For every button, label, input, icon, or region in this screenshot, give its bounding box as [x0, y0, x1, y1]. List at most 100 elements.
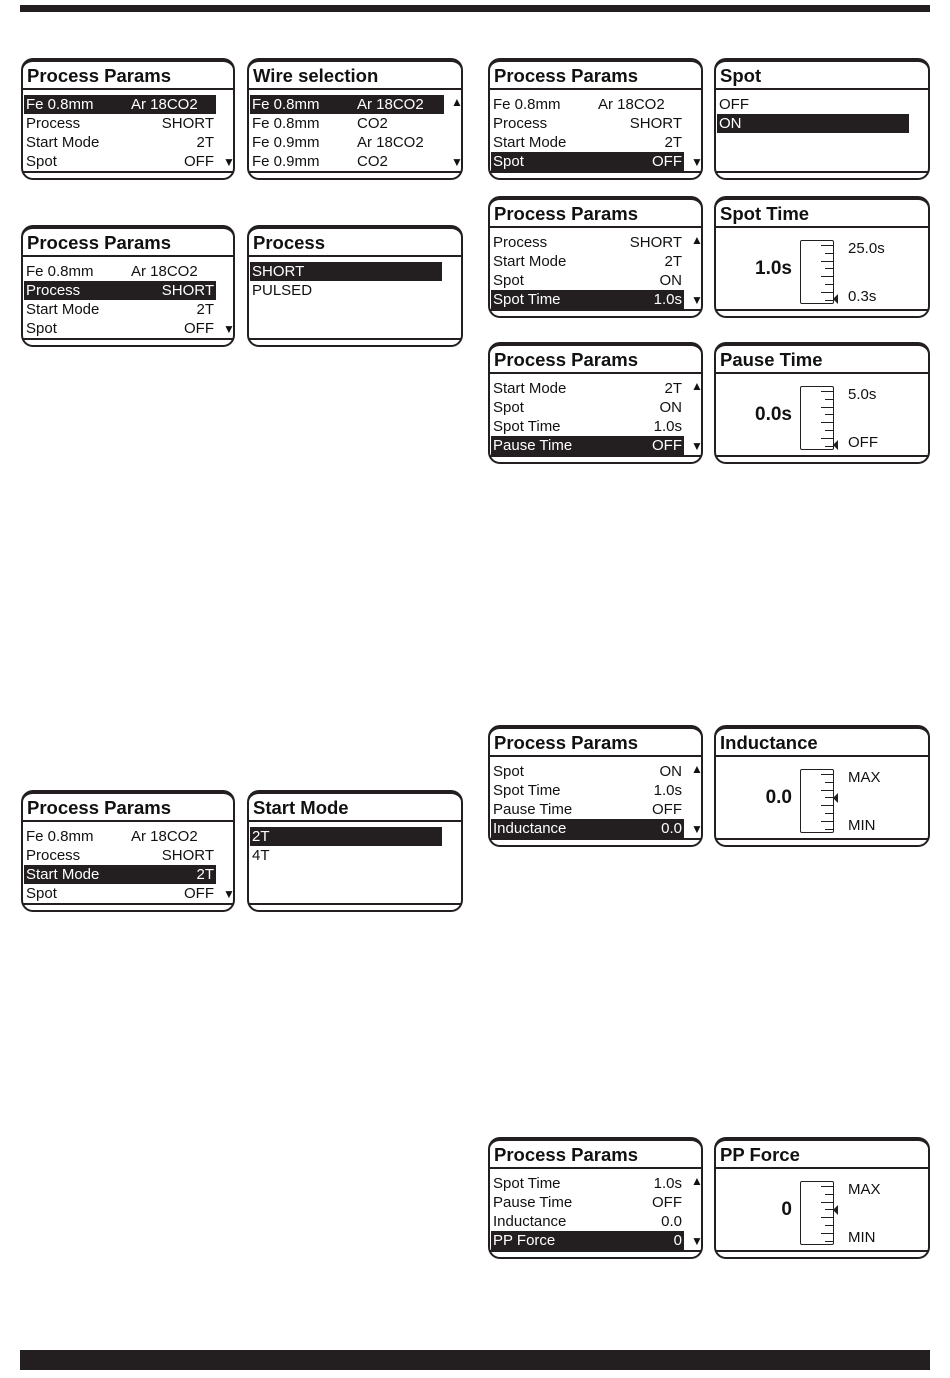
menu-item-label: Spot Time: [493, 782, 561, 799]
menu-item-label: Process: [26, 115, 81, 132]
menu-item-value: 1.0s: [653, 291, 682, 308]
menu-item[interactable]: ON: [717, 114, 909, 133]
gauge-min-label: 0.3s: [848, 288, 877, 305]
menu-item[interactable]: Start Mode 2T: [491, 379, 684, 398]
scroll-up-arrow-icon[interactable]: ▲: [691, 379, 703, 393]
scroll-down-arrow-icon[interactable]: ▼: [691, 1234, 703, 1248]
menu-item[interactable]: Start Mode 2T: [24, 865, 216, 884]
menu-item[interactable]: Spot ON: [491, 762, 684, 781]
screen-title: Process: [249, 230, 461, 257]
menu-item-label: SHORT: [252, 263, 305, 280]
menu-item[interactable]: Spot OFF: [491, 152, 684, 171]
screen-bottom-rule: [249, 338, 461, 340]
screen-bottom-rule: [490, 455, 701, 457]
menu-item-label: Start Mode: [26, 134, 100, 151]
menu-item[interactable]: Process SHORT: [491, 233, 684, 252]
menu-item[interactable]: Fe 0.9mm CO2: [250, 152, 444, 171]
menu-item[interactable]: Spot ON: [491, 398, 684, 417]
menu-item[interactable]: Spot ON: [491, 271, 684, 290]
menu-item[interactable]: Process SHORT: [24, 281, 216, 300]
screen-title: Process Params: [490, 201, 701, 228]
lcd-screen-pausetime: Pause Time 0.0s 5.0s OFF: [714, 342, 930, 464]
menu-item[interactable]: Fe 0.8mm CO2: [250, 114, 444, 133]
screen-title: Process Params: [490, 730, 701, 757]
gauge-value: 0.0: [765, 787, 792, 808]
menu-item[interactable]: Inductance 0.0: [491, 819, 684, 838]
menu-item[interactable]: Fe 0.9mm Ar 18CO2: [250, 133, 444, 152]
scale-tick: [825, 414, 833, 416]
scroll-down-arrow-icon[interactable]: ▼: [223, 155, 235, 169]
menu-item-value: OFF: [184, 885, 214, 902]
scroll-down-arrow-icon[interactable]: ▼: [223, 887, 235, 901]
scale-tick: [825, 1225, 833, 1226]
menu-item[interactable]: Fe 0.8mm Ar 18CO2: [24, 95, 216, 114]
scale-tick: [821, 291, 833, 293]
menu-item[interactable]: Spot OFF: [24, 319, 216, 338]
gauge-scale: [800, 386, 834, 450]
gauge-max-label: MAX: [848, 1181, 881, 1198]
menu-item[interactable]: Spot Time 1.0s: [491, 1174, 684, 1193]
lcd-screen-p2: Process Params Fe 0.8mm Ar 18CO2 Process SHO…: [21, 225, 235, 347]
menu-item[interactable]: Fe 0.8mm Ar 18CO2: [24, 827, 216, 846]
menu-item[interactable]: PULSED: [250, 281, 442, 300]
menu-item[interactable]: Process SHORT: [24, 114, 216, 133]
scale-tick: [825, 299, 833, 301]
menu-item[interactable]: Fe 0.8mm Ar 18CO2: [24, 262, 216, 281]
menu-item[interactable]: Process SHORT: [24, 846, 216, 865]
menu-item[interactable]: OFF: [717, 95, 909, 114]
menu-item[interactable]: Fe 0.8mm Ar 18CO2: [491, 95, 684, 114]
menu-item[interactable]: 2T: [250, 827, 442, 846]
menu-item[interactable]: Start Mode 2T: [491, 133, 684, 152]
menu-item[interactable]: Spot Time 1.0s: [491, 417, 684, 436]
menu-item[interactable]: Spot OFF: [24, 152, 216, 171]
scroll-down-arrow-icon[interactable]: ▼: [691, 439, 703, 453]
gauge-min-label: MIN: [848, 1229, 876, 1246]
menu-item[interactable]: Inductance 0.0: [491, 1212, 684, 1231]
scroll-down-arrow-icon[interactable]: ▼: [451, 155, 463, 169]
menu-item-value: Ar 18CO2: [357, 134, 424, 151]
scale-tick: [825, 398, 833, 400]
menu-item[interactable]: Fe 0.8mm Ar 18CO2: [250, 95, 444, 114]
screen-bottom-rule: [490, 171, 701, 173]
menu-item[interactable]: Process SHORT: [491, 114, 684, 133]
menu-item[interactable]: Start Mode 2T: [491, 252, 684, 271]
scroll-down-arrow-icon[interactable]: ▼: [691, 293, 703, 307]
scroll-up-arrow-icon[interactable]: ▲: [691, 1174, 703, 1188]
screen-title: Inductance: [716, 730, 928, 757]
menu-item[interactable]: Start Mode 2T: [24, 133, 216, 152]
menu-item[interactable]: PP Force 0: [491, 1231, 684, 1250]
scroll-up-arrow-icon[interactable]: ▲: [451, 95, 463, 109]
scroll-down-arrow-icon[interactable]: ▼: [223, 322, 235, 336]
scale-tick: [821, 276, 833, 278]
menu-item[interactable]: Pause Time OFF: [491, 1193, 684, 1212]
scale-tick: [825, 252, 833, 254]
menu-item-label: Fe 0.8mm: [252, 96, 320, 113]
menu-item[interactable]: Spot Time 1.0s: [491, 781, 684, 800]
menu-item[interactable]: Pause Time OFF: [491, 800, 684, 819]
menu-item[interactable]: Spot OFF: [24, 884, 216, 903]
scale-tick: [825, 1209, 833, 1211]
menu-item-label: ON: [719, 115, 742, 132]
scroll-down-arrow-icon[interactable]: ▼: [691, 155, 703, 169]
scale-tick: [821, 391, 833, 392]
menu-item[interactable]: Spot Time 1.0s: [491, 290, 684, 309]
gauge-scale: [800, 769, 834, 833]
menu-item-label: Fe 0.9mm: [252, 134, 320, 151]
menu-item-label: OFF: [719, 96, 749, 113]
menu-item-value: 2T: [664, 253, 682, 270]
menu-item[interactable]: Start Mode 2T: [24, 300, 216, 319]
screen-bottom-rule: [23, 171, 233, 173]
menu-item-value: CO2: [357, 115, 388, 132]
menu-item[interactable]: SHORT: [250, 262, 442, 281]
gauge-pointer-icon: [833, 1205, 838, 1215]
menu-item[interactable]: Pause Time OFF: [491, 436, 684, 455]
screen-title: Process Params: [23, 795, 233, 822]
scroll-up-arrow-icon[interactable]: ▲: [691, 233, 703, 247]
menu-item[interactable]: 4T: [250, 846, 442, 865]
scroll-down-arrow-icon[interactable]: ▼: [691, 822, 703, 836]
menu-item-value: OFF: [652, 437, 682, 454]
menu-item-label: Spot: [493, 399, 524, 416]
scroll-up-arrow-icon[interactable]: ▲: [691, 762, 703, 776]
scale-tick: [821, 789, 833, 791]
lcd-screen-p1: Process Params Fe 0.8mm Ar 18CO2 Process SHO…: [21, 58, 235, 180]
